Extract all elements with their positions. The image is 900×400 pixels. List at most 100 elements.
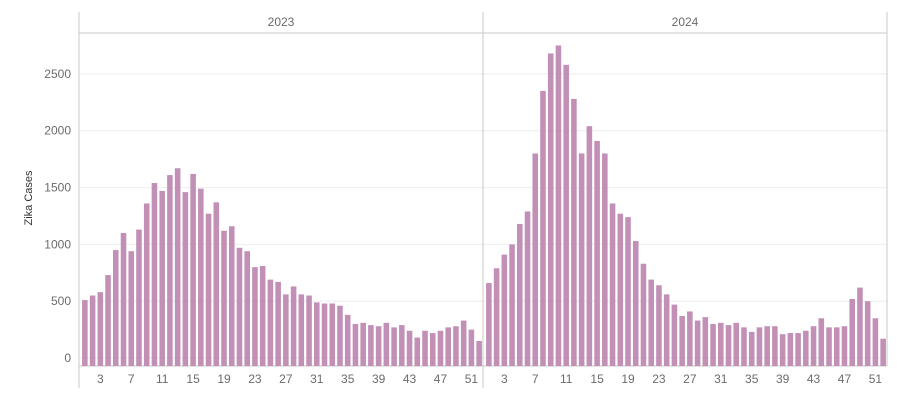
bar bbox=[429, 333, 436, 366]
y-tick-label: 1500 bbox=[44, 181, 71, 195]
bar bbox=[779, 334, 786, 366]
bar bbox=[375, 326, 382, 366]
bar bbox=[640, 263, 647, 366]
bar bbox=[128, 251, 135, 366]
bar bbox=[329, 303, 336, 366]
x-tick-label: 3 bbox=[501, 372, 508, 386]
bar bbox=[733, 322, 740, 366]
bar bbox=[787, 333, 794, 366]
bar bbox=[368, 325, 374, 366]
bar bbox=[764, 326, 770, 366]
bar bbox=[460, 320, 467, 366]
bar bbox=[594, 140, 600, 366]
bar bbox=[841, 326, 848, 366]
panel-header-label: 2024 bbox=[672, 15, 699, 29]
bar bbox=[826, 327, 832, 366]
bar bbox=[540, 90, 546, 366]
x-tick-label: 43 bbox=[807, 372, 821, 386]
bar bbox=[236, 247, 243, 366]
bar bbox=[437, 330, 444, 366]
bar bbox=[571, 98, 577, 366]
bar bbox=[337, 305, 343, 366]
bar bbox=[872, 318, 879, 366]
bar bbox=[725, 325, 732, 366]
bar bbox=[267, 279, 274, 366]
bar bbox=[501, 254, 508, 366]
bars bbox=[82, 45, 886, 367]
x-tick-label: 35 bbox=[745, 372, 759, 386]
bar bbox=[190, 173, 196, 366]
bar bbox=[756, 327, 763, 366]
x-tick-label: 11 bbox=[156, 372, 169, 386]
bar bbox=[632, 240, 639, 366]
bar bbox=[818, 318, 825, 366]
bar bbox=[259, 265, 266, 366]
bar bbox=[113, 250, 119, 366]
bar bbox=[710, 323, 716, 366]
bar bbox=[609, 203, 616, 366]
bar bbox=[89, 295, 96, 366]
bar bbox=[275, 281, 281, 366]
x-tick-label: 39 bbox=[776, 372, 790, 386]
bar bbox=[795, 333, 801, 366]
bar bbox=[321, 303, 328, 366]
x-tick-label: 19 bbox=[217, 372, 231, 386]
bar bbox=[833, 327, 840, 366]
bar bbox=[105, 275, 111, 366]
x-tick-label: 43 bbox=[403, 372, 417, 386]
bar bbox=[252, 267, 258, 366]
x-tick-label: 15 bbox=[186, 372, 200, 386]
bar bbox=[617, 213, 624, 366]
bar bbox=[880, 338, 886, 366]
y-tick-label: 1000 bbox=[44, 237, 71, 251]
x-tick-label: 51 bbox=[869, 372, 883, 386]
bar bbox=[453, 326, 459, 366]
x-tick-label: 15 bbox=[590, 372, 604, 386]
bar bbox=[198, 188, 204, 366]
bar bbox=[383, 322, 390, 366]
bar bbox=[586, 126, 593, 366]
bar bbox=[748, 331, 755, 366]
bar bbox=[656, 285, 662, 366]
bar bbox=[663, 294, 670, 366]
bar bbox=[718, 322, 724, 366]
bar bbox=[159, 190, 165, 366]
bar bbox=[422, 330, 428, 366]
bar bbox=[741, 327, 747, 366]
bar bbox=[772, 326, 778, 366]
bar bbox=[306, 295, 312, 366]
bar bbox=[399, 325, 405, 366]
y-axis-label: Zika Cases bbox=[23, 170, 35, 226]
bar bbox=[283, 294, 289, 366]
bar bbox=[702, 317, 709, 366]
x-tick-label: 35 bbox=[341, 372, 355, 386]
bar bbox=[857, 287, 863, 366]
bar bbox=[406, 330, 413, 366]
bar bbox=[213, 202, 220, 366]
bar bbox=[82, 300, 88, 366]
bar bbox=[167, 175, 173, 366]
bar bbox=[205, 213, 212, 366]
bar bbox=[864, 301, 871, 366]
bar bbox=[810, 326, 817, 366]
bar bbox=[151, 183, 158, 366]
panel-headers: 2023 2024 bbox=[268, 15, 699, 29]
bar bbox=[182, 192, 189, 366]
y-tick-label: 500 bbox=[51, 294, 71, 308]
y-tick-label: 0 bbox=[64, 351, 71, 365]
x-tick-label: 23 bbox=[248, 372, 262, 386]
bar bbox=[414, 337, 421, 366]
x-tick-label: 47 bbox=[838, 372, 852, 386]
bar bbox=[290, 286, 297, 366]
bar bbox=[344, 314, 351, 366]
x-tick-label: 11 bbox=[560, 372, 573, 386]
x-tick-label: 31 bbox=[310, 372, 324, 386]
bar bbox=[136, 229, 142, 366]
y-tick-label: 2500 bbox=[44, 67, 71, 81]
bar bbox=[352, 323, 359, 366]
bar bbox=[174, 168, 181, 366]
bar bbox=[391, 327, 397, 366]
x-tick-label: 51 bbox=[465, 372, 479, 386]
bar bbox=[602, 153, 608, 366]
